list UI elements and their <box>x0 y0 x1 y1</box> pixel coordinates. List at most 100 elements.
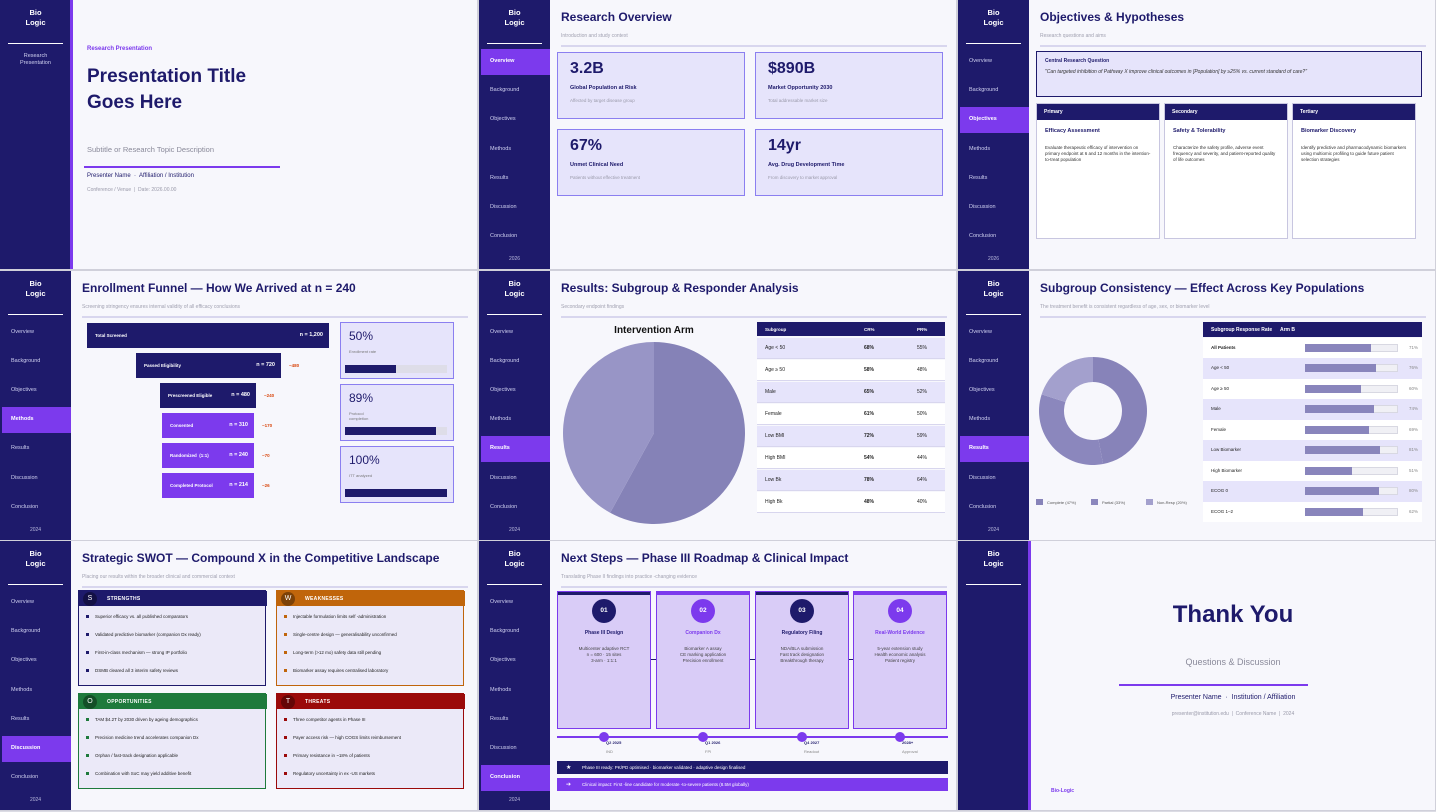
swot-item: TAM $4.2T by 2030 driven by ageing demog… <box>95 717 198 722</box>
nav-item[interactable]: Overview <box>2 320 71 346</box>
nav-item[interactable]: Conclusion <box>960 495 1029 521</box>
nav-label: Conclusion <box>11 503 39 510</box>
nav-item[interactable]: Objectives <box>481 648 550 674</box>
nav-item[interactable]: Background <box>481 349 550 375</box>
swot-quadrant: W WEAKNESSES Injectable formulation limits… <box>276 590 465 686</box>
stage-n: n = 720 <box>256 361 275 368</box>
nav-item[interactable]: Results <box>481 707 550 733</box>
nav-item-active[interactable]: Results <box>481 436 550 463</box>
step-line: Precision enrollment <box>682 658 724 663</box>
logo-bottom: Logic <box>25 18 46 27</box>
step-card: 02 Companion Dx Biomarker A assay CE markin… <box>656 591 750 729</box>
nav-item[interactable]: Results <box>2 707 71 733</box>
nav-item[interactable]: Objectives <box>481 378 550 404</box>
slide-subtitle: Screening stringency ensures internal va… <box>82 303 241 310</box>
card-tag: Secondary <box>1172 109 1198 115</box>
nav-item[interactable]: Conclusion <box>2 495 71 521</box>
nav-item[interactable]: Discussion <box>481 736 550 762</box>
table-row: Age ≥ 50 58% 48% <box>757 359 945 381</box>
nav-item-active[interactable]: Methods <box>2 407 71 434</box>
swot-item: Injectable formulation limits self -admi… <box>293 614 387 619</box>
nav-item[interactable]: Results <box>2 436 71 462</box>
nav-item-active[interactable]: Objectives <box>960 107 1029 134</box>
nav-item-active[interactable]: Overview <box>481 49 550 75</box>
nav-item[interactable]: Objectives <box>481 107 550 133</box>
nav-item[interactable]: Results <box>960 166 1029 192</box>
nav-item[interactable]: Overview <box>481 320 550 346</box>
nav-item[interactable]: Conclusion <box>481 495 550 521</box>
nav-item[interactable]: Discussion <box>2 466 71 492</box>
nav-label: Objectives <box>11 657 37 664</box>
quadrant-title: STRENGTHS <box>107 596 141 602</box>
presentation-title: Presentation Title <box>87 66 247 87</box>
nav-item-active[interactable]: Conclusion <box>481 765 550 792</box>
table-cell: Low Bk <box>765 476 782 483</box>
funnel-stage: Consented n = 310 <box>162 412 254 438</box>
nav-item[interactable]: Methods <box>960 407 1029 433</box>
nav-item[interactable]: Conclusion <box>960 224 1029 250</box>
nav-item-active[interactable]: Discussion <box>2 736 71 762</box>
step-title: Real-World Evidence <box>875 630 925 636</box>
bar-row: Male 74% <box>1203 399 1422 420</box>
pie-title: Intervention Arm <box>614 324 694 336</box>
logo-top: Bio <box>508 549 521 558</box>
swot-quadrant: O OPPORTUNITIES TAM $4.2T by 2030 driven b… <box>78 693 267 789</box>
question-label: Central Research Question <box>1045 58 1110 64</box>
nav-item[interactable]: Overview <box>481 590 550 616</box>
nav-item[interactable]: Background <box>2 619 71 645</box>
stage-label: Consented <box>170 422 194 428</box>
table-cell: Age < 50 <box>765 344 786 351</box>
bar <box>1305 364 1376 372</box>
nav-label: Background <box>969 87 999 94</box>
swot-quadrant: S STRENGTHS Superior efficacy vs. all publ… <box>78 590 267 686</box>
nav-item[interactable]: Background <box>481 78 550 104</box>
pie-chart <box>563 341 745 524</box>
nav-item[interactable]: Discussion <box>960 466 1029 492</box>
nav-item[interactable]: Overview <box>960 49 1029 75</box>
nav-item[interactable]: Methods <box>481 678 550 704</box>
stage-label: Prescreened Eligible <box>168 392 213 398</box>
eyebrow: Research Presentation <box>87 46 153 52</box>
nav-item[interactable]: Methods <box>960 137 1029 163</box>
nav-item[interactable]: Discussion <box>481 195 550 221</box>
nav-item[interactable]: Methods <box>2 678 71 704</box>
step-line: n = 600 · 15 sites <box>586 652 622 657</box>
nav-item-active[interactable]: Results <box>960 436 1029 463</box>
nav-item[interactable]: Overview <box>2 590 71 616</box>
nav-item[interactable]: Conclusion <box>2 765 71 791</box>
nav-item[interactable]: Results <box>481 166 550 192</box>
logo-rule <box>966 313 1021 315</box>
bar-row-name: Age ≥ 50 <box>1211 385 1229 391</box>
kpi-bar <box>345 488 447 497</box>
nav-item[interactable]: Discussion <box>960 195 1029 221</box>
card-title: Efficacy Assessment <box>1045 128 1100 134</box>
timeline-date: Q4 2027 <box>804 740 820 745</box>
swot-item: Regulatory uncertainty in ex -US markets <box>293 771 376 776</box>
nav-item[interactable]: Objectives <box>2 648 71 674</box>
nav-item[interactable]: Discussion <box>481 466 550 492</box>
nav-label: Results <box>490 715 509 722</box>
logo-bottom: Logic <box>983 18 1004 27</box>
nav-item[interactable]: Overview <box>960 320 1029 346</box>
bullet <box>86 772 89 775</box>
nav-item[interactable]: Objectives <box>2 378 71 404</box>
presentation-title: Goes Here <box>87 92 183 113</box>
quadrant-badge: T <box>281 695 295 709</box>
nav-item[interactable]: Methods <box>481 407 550 433</box>
nav-item[interactable]: Background <box>960 349 1029 375</box>
nav-item[interactable]: Background <box>481 619 550 645</box>
nav-item[interactable]: Conclusion <box>481 224 550 250</box>
question-text: "Can targeted inhibition of Pathway X im… <box>1045 69 1307 75</box>
header-rule <box>1040 315 1426 318</box>
nav-item[interactable]: Background <box>960 78 1029 104</box>
kpi-value: 89% <box>349 390 374 405</box>
table-cell: 44% <box>917 454 928 461</box>
nav-item[interactable]: Background <box>2 349 71 375</box>
funnel-stage: Completed Protocol n = 214 <box>162 472 254 498</box>
swot-item: DSMB cleared all 3 interim safety review… <box>95 668 179 673</box>
nav-item[interactable]: Methods <box>481 137 550 163</box>
bar-row: ECOG 0 80% <box>1203 481 1422 502</box>
table-cell: 50% <box>917 410 928 417</box>
nav-item[interactable]: Objectives <box>960 378 1029 404</box>
